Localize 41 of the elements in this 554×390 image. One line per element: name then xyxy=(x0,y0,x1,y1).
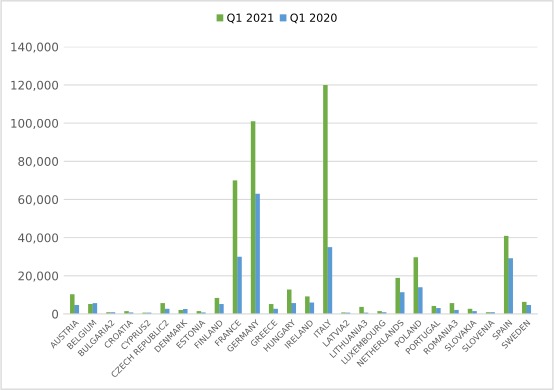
legend-label: Q1 2020 xyxy=(290,14,337,24)
bar xyxy=(450,303,454,314)
bar xyxy=(219,304,224,314)
bar xyxy=(526,304,532,314)
bar xyxy=(268,304,274,314)
bar xyxy=(418,287,423,314)
bar xyxy=(359,306,364,314)
bar xyxy=(92,303,98,314)
y-tick-label: 140,000 xyxy=(11,42,58,53)
bar xyxy=(432,306,436,314)
y-tick-label: 100,000 xyxy=(11,118,58,129)
bar xyxy=(305,296,310,314)
bar xyxy=(310,302,314,314)
y-tick-label: 40,000 xyxy=(18,233,58,244)
bar xyxy=(237,256,242,314)
y-tick-label: 0 xyxy=(52,310,58,319)
bar xyxy=(286,290,292,314)
bar xyxy=(400,292,404,314)
y-tick-label: 80,000 xyxy=(18,157,58,168)
bar xyxy=(70,294,75,314)
bar xyxy=(232,180,238,314)
y-tick-label: 20,000 xyxy=(18,272,58,282)
bar xyxy=(255,194,260,314)
bar xyxy=(504,236,508,314)
legend-label: Q1 2021 xyxy=(227,14,274,24)
bar xyxy=(395,278,400,314)
bar xyxy=(323,84,328,314)
bar xyxy=(328,247,332,314)
y-tick-label: 120,000 xyxy=(11,80,58,91)
y-tick-label: 60,000 xyxy=(18,195,58,206)
bar xyxy=(183,308,188,314)
bar xyxy=(160,303,165,314)
bar xyxy=(508,258,513,314)
bar xyxy=(250,121,256,314)
bar xyxy=(522,302,527,314)
bar xyxy=(436,308,441,314)
bar xyxy=(292,303,296,314)
bar xyxy=(414,257,418,314)
bar xyxy=(214,298,220,314)
bar xyxy=(88,304,93,314)
bar xyxy=(74,304,80,314)
